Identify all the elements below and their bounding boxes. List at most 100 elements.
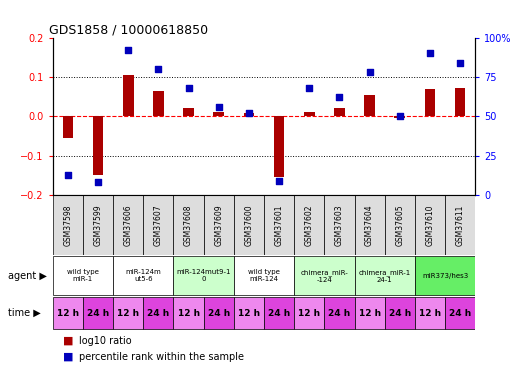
Bar	[415, 195, 445, 255]
Bar	[113, 256, 174, 296]
Text: miR-124mut9-1
0: miR-124mut9-1 0	[176, 269, 231, 282]
Text: percentile rank within the sample: percentile rank within the sample	[79, 352, 244, 362]
Bar	[385, 297, 415, 329]
Bar	[204, 297, 234, 329]
Point	[154, 66, 163, 72]
Text: GSM37608: GSM37608	[184, 204, 193, 246]
Bar	[83, 297, 113, 329]
Text: 12 h: 12 h	[298, 309, 320, 318]
Point	[456, 60, 464, 66]
Bar	[53, 195, 83, 255]
Bar	[153, 91, 164, 116]
Bar	[93, 116, 103, 175]
Point	[335, 94, 344, 100]
Text: 12 h: 12 h	[238, 309, 260, 318]
Text: 24 h: 24 h	[268, 309, 290, 318]
Text: GSM37606: GSM37606	[124, 204, 133, 246]
Text: 24 h: 24 h	[389, 309, 411, 318]
Bar	[294, 297, 324, 329]
Bar	[234, 256, 294, 296]
Bar	[445, 297, 475, 329]
Text: GSM37610: GSM37610	[426, 204, 435, 246]
Text: 24 h: 24 h	[147, 309, 169, 318]
Bar	[53, 256, 113, 296]
Point	[94, 179, 102, 185]
Point	[244, 110, 253, 116]
Bar	[304, 112, 315, 116]
Bar	[354, 195, 385, 255]
Point	[365, 69, 374, 75]
Text: 24 h: 24 h	[87, 309, 109, 318]
Bar	[53, 297, 83, 329]
Bar	[183, 108, 194, 116]
Text: 12 h: 12 h	[57, 309, 79, 318]
Text: GSM37600: GSM37600	[244, 204, 253, 246]
Text: 24 h: 24 h	[208, 309, 230, 318]
Point	[395, 113, 404, 119]
Bar	[425, 90, 435, 116]
Text: miR-124m
ut5-6: miR-124m ut5-6	[126, 269, 161, 282]
Bar	[243, 113, 254, 116]
Text: ■: ■	[63, 336, 74, 345]
Bar	[113, 297, 143, 329]
Text: miR373/hes3: miR373/hes3	[422, 273, 468, 279]
Text: chimera_miR-1
24-1: chimera_miR-1 24-1	[359, 269, 411, 282]
Bar	[445, 195, 475, 255]
Text: wild type
miR-124: wild type miR-124	[248, 269, 280, 282]
Bar	[354, 256, 415, 296]
Bar	[113, 195, 143, 255]
Text: GSM37599: GSM37599	[93, 204, 102, 246]
Point	[214, 104, 223, 110]
Bar	[294, 195, 324, 255]
Bar	[385, 195, 415, 255]
Bar	[415, 256, 475, 296]
Text: GSM37607: GSM37607	[154, 204, 163, 246]
Bar	[364, 94, 375, 116]
Text: 12 h: 12 h	[177, 309, 200, 318]
Bar	[204, 195, 234, 255]
Text: 24 h: 24 h	[449, 309, 471, 318]
Bar	[174, 256, 234, 296]
Bar	[123, 75, 134, 116]
Text: 12 h: 12 h	[359, 309, 381, 318]
Point	[184, 85, 193, 91]
Point	[426, 50, 434, 56]
Bar	[264, 297, 294, 329]
Bar	[234, 195, 264, 255]
Text: 12 h: 12 h	[117, 309, 139, 318]
Text: GSM37603: GSM37603	[335, 204, 344, 246]
Bar	[63, 116, 73, 138]
Bar	[354, 297, 385, 329]
Bar	[213, 111, 224, 116]
Text: GSM37601: GSM37601	[275, 204, 284, 246]
Bar	[264, 195, 294, 255]
Text: GSM37605: GSM37605	[395, 204, 404, 246]
Bar	[324, 297, 354, 329]
Text: agent ▶: agent ▶	[8, 271, 47, 280]
Text: time ▶: time ▶	[8, 308, 41, 318]
Text: GSM37598: GSM37598	[63, 204, 72, 246]
Bar	[234, 297, 264, 329]
Bar	[294, 256, 354, 296]
Bar	[143, 195, 174, 255]
Text: GSM37611: GSM37611	[456, 204, 465, 246]
Point	[64, 171, 72, 177]
Point	[124, 47, 133, 53]
Point	[305, 85, 314, 91]
Point	[275, 178, 284, 184]
Bar	[455, 88, 465, 116]
Bar	[274, 116, 285, 177]
Bar	[334, 108, 345, 116]
Text: wild type
miR-1: wild type miR-1	[67, 269, 99, 282]
Text: 12 h: 12 h	[419, 309, 441, 318]
Bar	[174, 195, 204, 255]
Bar	[394, 116, 405, 118]
Text: GDS1858 / 10000618850: GDS1858 / 10000618850	[49, 23, 208, 36]
Text: GSM37602: GSM37602	[305, 204, 314, 246]
Text: chimera_miR-
-124: chimera_miR- -124	[300, 269, 348, 282]
Text: GSM37609: GSM37609	[214, 204, 223, 246]
Text: ■: ■	[63, 352, 74, 362]
Bar	[143, 297, 174, 329]
Text: GSM37604: GSM37604	[365, 204, 374, 246]
Text: log10 ratio: log10 ratio	[79, 336, 132, 345]
